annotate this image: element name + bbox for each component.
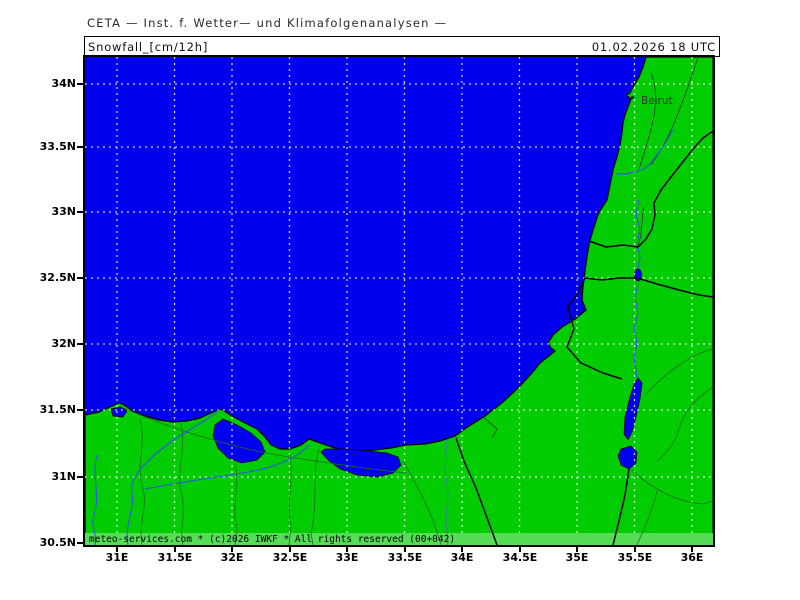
y-tick bbox=[77, 146, 83, 148]
district-borders bbox=[482, 57, 699, 439]
river-nile-west bbox=[126, 409, 219, 545]
rivers bbox=[92, 129, 674, 545]
map-title: CETA — Inst. f. Wetter— und Klimafolgena… bbox=[87, 16, 448, 30]
river-west-edge bbox=[92, 454, 98, 545]
country-borders bbox=[455, 130, 713, 545]
subtitle-bar: Snowfall_[cm/12h] 01.02.2026 18 UTC bbox=[84, 36, 720, 57]
lon-label-35-5e: 35.5E bbox=[617, 551, 653, 564]
product-label: Snowfall_[cm/12h] bbox=[88, 39, 209, 54]
border-lebanon-syria bbox=[637, 130, 713, 248]
y-tick bbox=[77, 476, 83, 478]
lagoon-west bbox=[212, 418, 266, 464]
border-israel-lebanon bbox=[588, 240, 639, 248]
lon-label-32e: 32E bbox=[220, 551, 244, 564]
y-tick bbox=[77, 409, 83, 411]
border-syria-jordan bbox=[636, 277, 713, 298]
lat-label-31-5n: 31.5N bbox=[39, 403, 76, 416]
lon-label-34-5e: 34.5E bbox=[502, 551, 538, 564]
lon-label-35e: 35E bbox=[565, 551, 589, 564]
land-area bbox=[85, 57, 713, 545]
lat-label-31n: 31N bbox=[51, 470, 76, 483]
footer-credit: meteo-services.com * (c)2026 IWKF * All … bbox=[89, 534, 455, 545]
lon-label-31e: 31E bbox=[105, 551, 129, 564]
dead-sea-north bbox=[623, 377, 643, 441]
lon-label-32-5e: 32.5E bbox=[272, 551, 308, 564]
border-west-bank bbox=[566, 277, 637, 380]
lon-label-34e: 34E bbox=[450, 551, 474, 564]
x-tick bbox=[461, 546, 463, 552]
y-tick bbox=[77, 211, 83, 213]
lon-label-33e: 33E bbox=[335, 551, 359, 564]
x-tick bbox=[289, 546, 291, 552]
lat-label-33n: 33N bbox=[51, 205, 76, 218]
lon-label-33-5e: 33.5E bbox=[387, 551, 423, 564]
x-tick bbox=[691, 546, 693, 552]
border-egypt-israel bbox=[455, 437, 498, 545]
wadi-channel bbox=[444, 439, 449, 545]
lat-label-32-5n: 32.5N bbox=[39, 271, 76, 284]
datetime-label: 01.02.2026 18 UTC bbox=[591, 39, 716, 54]
x-tick bbox=[519, 546, 521, 552]
dead-sea-south bbox=[617, 445, 638, 470]
x-tick bbox=[116, 546, 118, 552]
y-tick bbox=[77, 83, 83, 85]
river-litani bbox=[615, 129, 674, 175]
x-tick bbox=[231, 546, 233, 552]
river-nile-east bbox=[144, 444, 310, 490]
lat-label-33-5n: 33.5N bbox=[39, 140, 76, 153]
graticule bbox=[85, 57, 713, 545]
city-marker bbox=[631, 96, 634, 99]
footer-band bbox=[85, 533, 713, 545]
y-tick bbox=[77, 343, 83, 345]
y-tick bbox=[77, 542, 83, 544]
x-tick bbox=[174, 546, 176, 552]
y-tick bbox=[77, 277, 83, 279]
lat-label-30-5n: 30.5N bbox=[39, 536, 76, 549]
x-tick bbox=[576, 546, 578, 552]
lon-label-36e: 36E bbox=[680, 551, 704, 564]
weather-map: Beirut meteo-services.com * (c)2026 IWKF… bbox=[83, 55, 715, 547]
lat-label-32n: 32N bbox=[51, 337, 76, 350]
lakes bbox=[110, 268, 643, 478]
lat-label-34n: 34N bbox=[51, 77, 76, 90]
river-jordan bbox=[633, 199, 641, 379]
city-label: Beirut bbox=[641, 95, 673, 107]
lon-label-31-5e: 31.5E bbox=[157, 551, 193, 564]
x-tick bbox=[346, 546, 348, 552]
x-tick bbox=[404, 546, 406, 552]
border-israel-jordan-south bbox=[612, 468, 630, 545]
x-tick bbox=[634, 546, 636, 552]
admin-borders bbox=[118, 348, 713, 545]
